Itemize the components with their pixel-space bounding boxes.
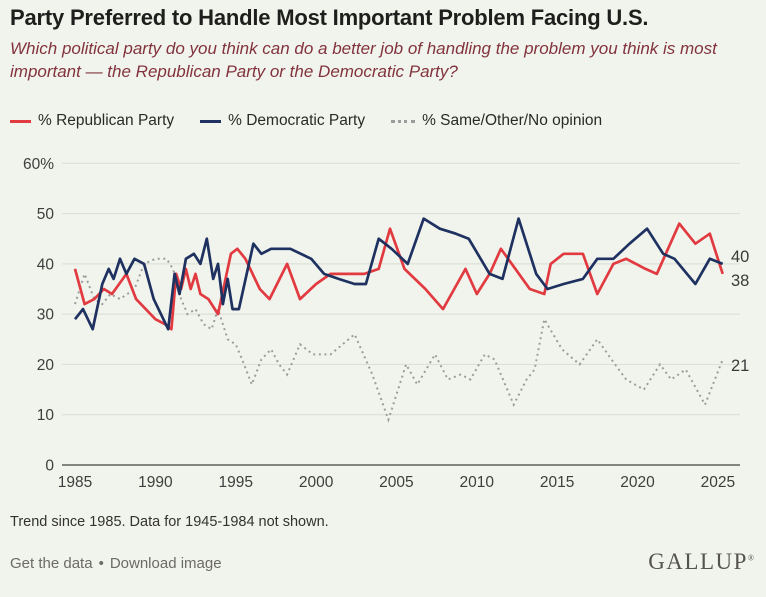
x-axis-labels: 1985 1990 1995 2000 2005 2010 2015 2020 2025 [58,474,735,491]
svg-text:60%: 60% [23,156,54,173]
y-axis-labels: 60% 50 40 30 20 10 0 [23,156,54,475]
registered-mark: ® [747,553,754,563]
svg-text:1985: 1985 [58,474,92,491]
republican-line-swatch [10,119,31,123]
democratic-line-swatch [200,119,222,123]
series-other-line [74,257,724,423]
gallup-logo: GALLUP® [648,549,754,575]
end-value-labels: 38 40 21 [731,248,749,375]
chart-title: Party Preferred to Handle Most Important… [10,5,649,30]
legend-item-democratic: % Democratic Party [200,112,365,130]
chart-footnote: Trend since 1985. Data for 1945-1984 not… [10,514,329,530]
legend-item-republican: % Republican Party [10,112,174,130]
legend-label-republican: % Republican Party [38,112,175,129]
y-gridlines [62,162,740,466]
chart-area[interactable]: 60% 50 40 30 20 10 0 1985 1990 1995 2000 2005 2010 20… [0,145,766,505]
svg-text:50: 50 [37,206,55,223]
link-separator: • [98,555,104,572]
svg-text:1995: 1995 [218,474,252,491]
svg-text:0: 0 [45,458,54,475]
svg-text:21: 21 [731,357,749,375]
svg-text:2010: 2010 [460,474,495,491]
svg-text:2025: 2025 [701,474,735,491]
svg-text:38: 38 [731,272,749,290]
gallup-logo-text: GALLUP [648,549,748,574]
svg-text:20: 20 [37,357,55,374]
legend-label-other: % Same/Other/No opinion [422,112,603,129]
legend-item-other: % Same/Other/No opinion [391,112,602,130]
series-democratic-line [73,217,724,331]
svg-text:1990: 1990 [138,474,173,491]
svg-text:40: 40 [37,256,55,273]
chart-legend: % Republican Party % Democratic Party % … [10,112,602,130]
other-line-swatch [391,119,416,123]
svg-text:2000: 2000 [299,474,334,491]
svg-text:30: 30 [37,307,55,324]
svg-text:40: 40 [731,248,749,266]
footer-links: Get the data • Download image [10,555,222,572]
download-image-link[interactable]: Download image [109,555,222,572]
svg-text:2020: 2020 [620,474,655,491]
get-the-data-link[interactable]: Get the data [10,555,93,572]
chart-subtitle: Which political party do you think can d… [10,39,717,81]
svg-text:2015: 2015 [540,474,574,491]
svg-text:10: 10 [37,407,55,424]
svg-text:2005: 2005 [379,474,413,491]
series-republican-line [73,222,724,331]
legend-label-democratic: % Democratic Party [228,112,366,129]
